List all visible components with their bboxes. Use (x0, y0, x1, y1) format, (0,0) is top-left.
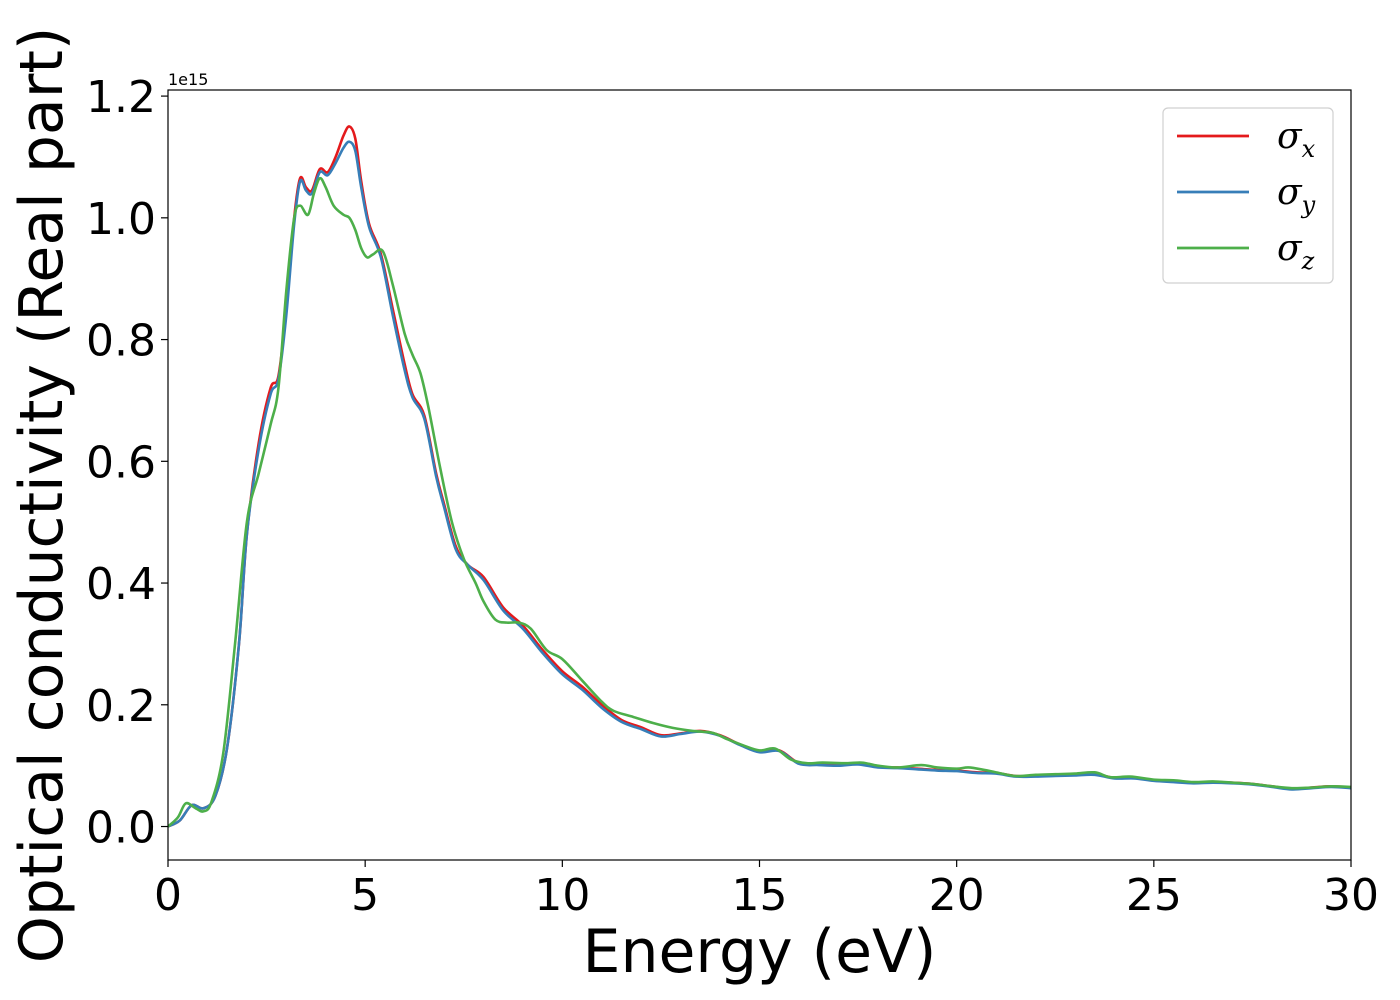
y-tick-label: 0.6 (86, 437, 156, 488)
x-tick-label: 25 (1126, 870, 1182, 921)
x-tick-label: 0 (154, 870, 182, 921)
series-lines (168, 125, 1351, 828)
legend-box (1162, 107, 1334, 284)
x-tick-label: 15 (732, 870, 788, 921)
series-line-z (168, 176, 1351, 828)
x-tick-label: 5 (351, 870, 379, 921)
y-axis-title: Optical conductivity (Real part) (7, 27, 77, 964)
x-tick-label: 10 (534, 870, 590, 921)
legend-label-y: σy (1277, 172, 1316, 219)
y-tick-label: 0.0 (86, 803, 156, 854)
x-tick-label: 20 (929, 870, 985, 921)
legend-label-x: σx (1277, 116, 1316, 163)
legend-label-z: σz (1277, 228, 1315, 275)
legend: σx σy σz (1162, 107, 1334, 284)
y-tick-label: 1.0 (86, 194, 156, 245)
y-tick-label: 0.4 (86, 559, 156, 610)
y-offset-label: 1e15 (168, 70, 208, 89)
y-tick-label: 0.2 (86, 681, 156, 732)
y-tick-label: 1.2 (86, 72, 156, 123)
x-axis-title: Energy (eV) (583, 917, 937, 987)
y-tick-label: 0.8 (86, 316, 156, 367)
plot-area (168, 125, 1351, 828)
x-tick-label: 30 (1323, 870, 1379, 921)
axes: 0 5 10 15 20 25 30 0.0 0.2 0.4 0.6 0.8 1.0 1.2 (86, 72, 1379, 921)
